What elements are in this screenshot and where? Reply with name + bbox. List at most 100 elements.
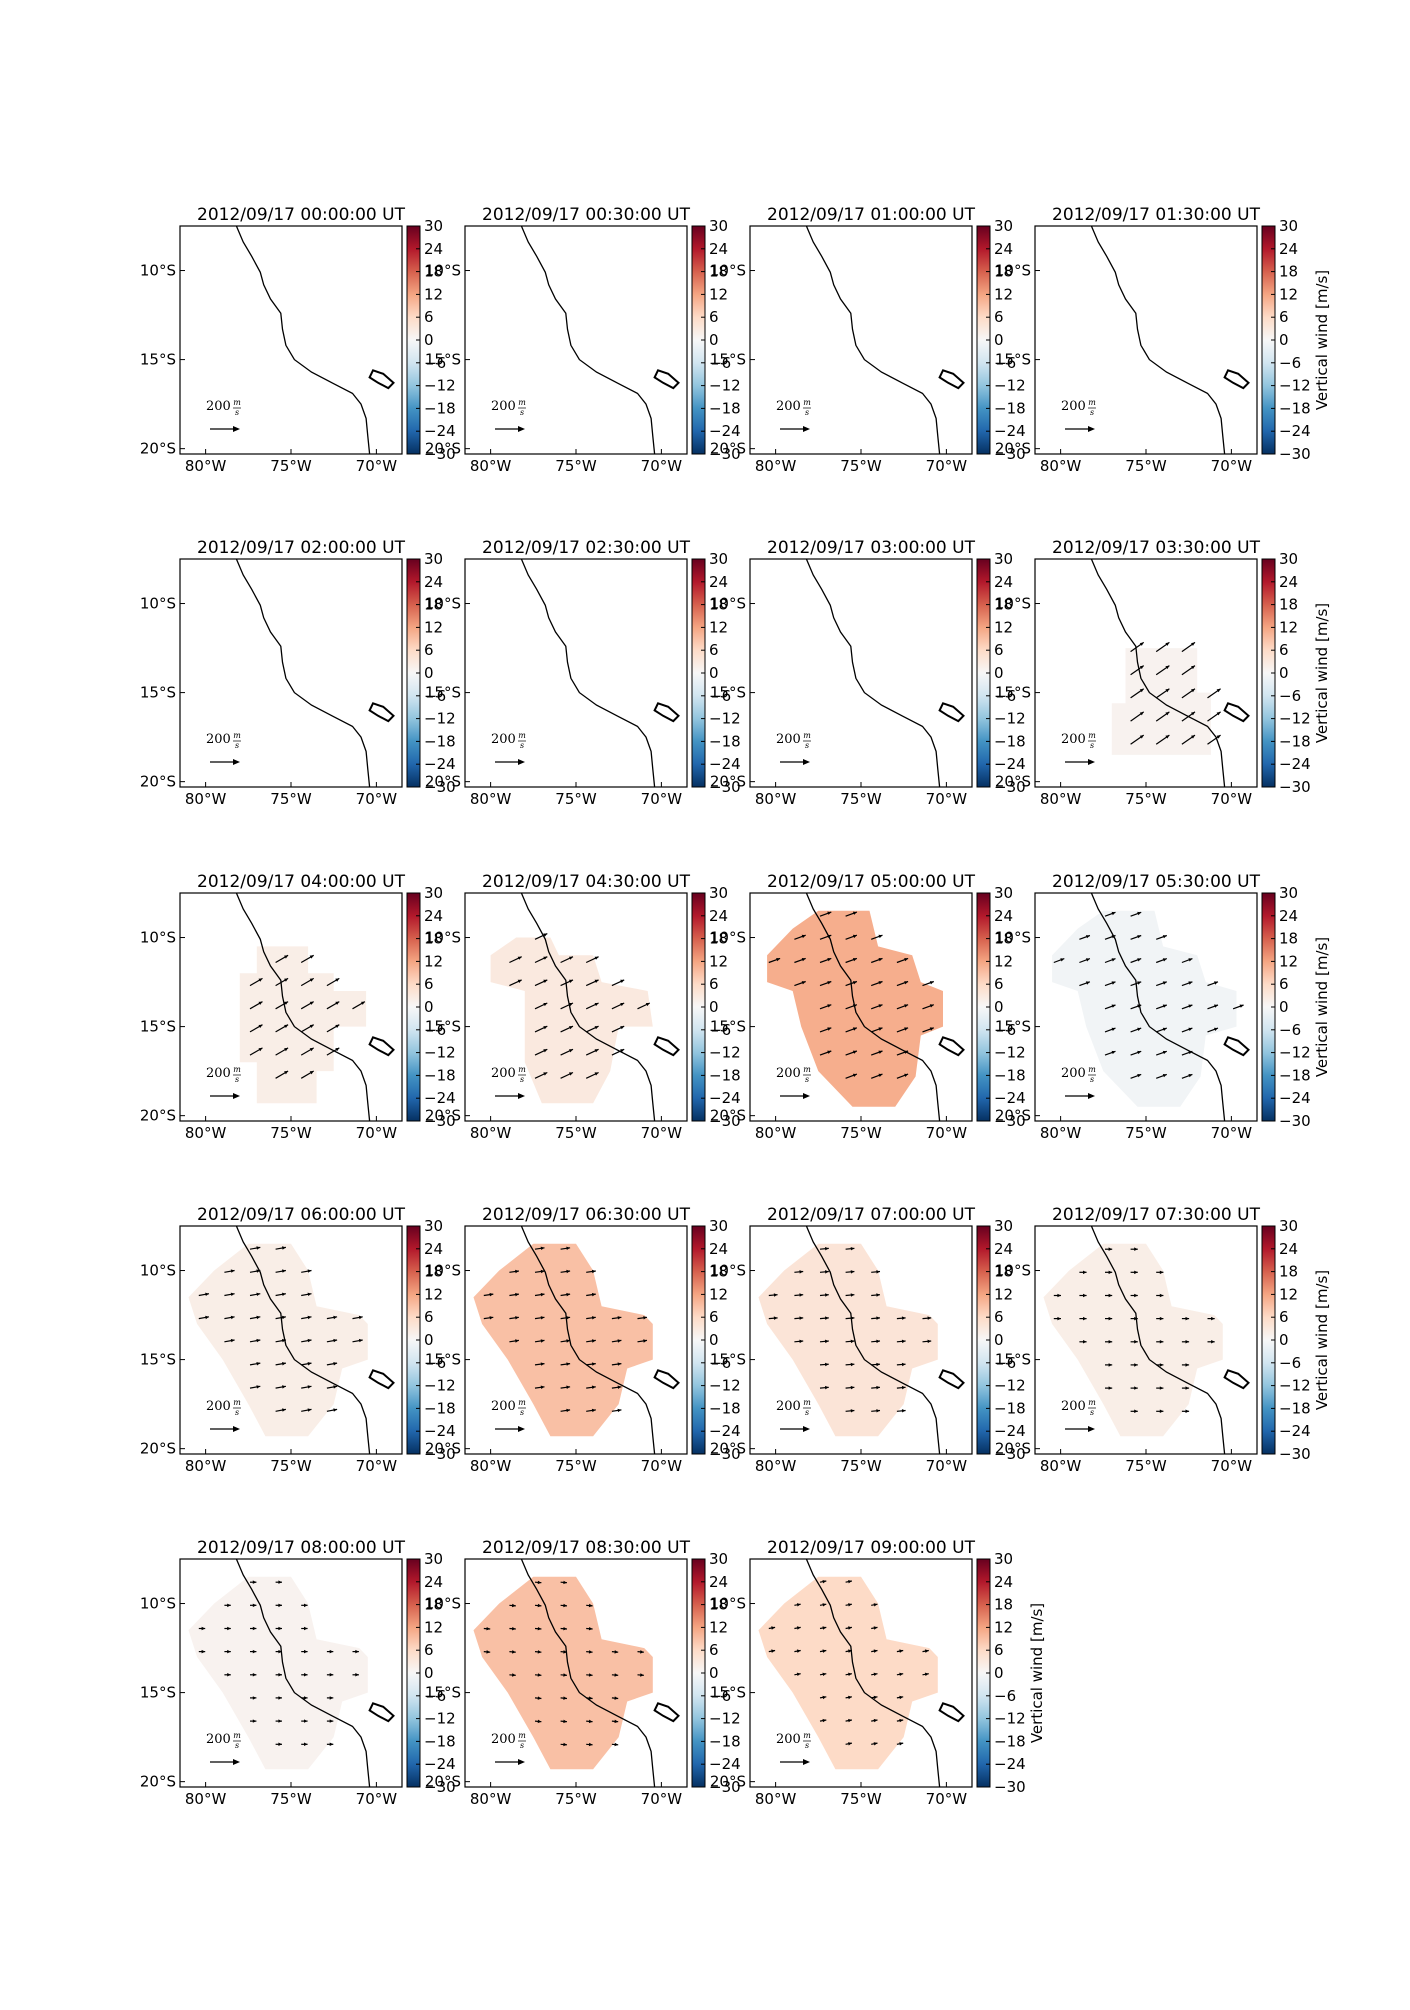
wind-arrow-head [899,1672,904,1676]
wind-arrow-head [822,1649,827,1653]
wind-arrow-head [771,1626,776,1630]
vertical-wind-field [188,1243,368,1437]
x-tick-label: 75°W [270,790,312,808]
wind-arrow-head [1159,1386,1164,1390]
colorbar-tick-label: −18 [424,1399,456,1417]
quiver-key-unit-num: m [518,1065,526,1074]
wind-arrow-head [594,1072,599,1076]
quiver-key-unit-den: s [805,1075,809,1084]
wind-arrow-head [588,1627,593,1631]
colorbar-tick-label: 12 [424,952,443,970]
colorbar-tick-label: 30 [424,217,443,235]
colorbar-tick-label: −12 [709,1377,741,1395]
lake-titicaca [653,1369,680,1390]
wind-arrow-head [594,956,599,960]
colorbar-tick-label: −6 [709,1687,731,1705]
colorbar-tick-label: −24 [994,1422,1026,1440]
colorbar-tick-label: 12 [994,285,1013,303]
y-tick-label: 20°S [995,440,1031,458]
wind-arrow-head [904,981,909,985]
quiver-key-label: 200 [1061,732,1086,747]
map-panel: 200 ms 2012/09/17 07:00:00 UT 80°W 75°W 70°W 1… [710,1205,1026,1475]
coastline [805,893,941,1121]
y-tick-label: 15°S [995,1351,1031,1369]
colorbar-tick-label: −12 [1279,377,1311,395]
colorbar-tick-label: 6 [1279,1308,1289,1326]
colorbar-tick-label: 6 [709,1308,719,1326]
wind-arrow-head [1185,1363,1190,1367]
y-tick-label: 20°S [425,1773,461,1791]
quiver-key-label: 200 [206,1399,231,1414]
wind-arrow-head [304,1696,308,1700]
colorbar-tick-label: −18 [424,399,456,417]
colorbar-tick-label: 30 [709,217,728,235]
wind-arrow-head [1139,688,1144,693]
colorbar-tick-label: 6 [709,1641,719,1659]
colorbar-tick-label: 0 [424,331,434,349]
wind-arrow-head [776,958,781,962]
wind-arrow-head [230,1315,235,1320]
x-tick-label: 80°W [755,457,797,475]
colorbar-tick-label: 12 [1279,1285,1298,1303]
map-panel: 200 ms 2012/09/17 05:30:00 UT 80°W 75°W 70°W 1… [995,872,1331,1142]
y-tick-label: 15°S [140,1684,176,1702]
wind-arrow-head [850,1247,855,1251]
colorbar-tick-label: −12 [994,710,1026,728]
wind-arrow-head [617,1385,622,1389]
quiver-key-arrow-head [803,1093,810,1099]
wind-arrow-head [878,1050,883,1054]
y-tick-label: 20°S [140,773,176,791]
panel-title: 2012/09/17 07:00:00 UT [767,1205,976,1225]
wind-arrow-head [284,955,289,959]
wind-arrow-head [333,1362,338,1366]
colorbar-tick-label: 6 [994,975,1004,993]
quiver-key-unit-num: m [803,1065,811,1074]
coastline [1090,559,1226,787]
colorbar-tick-label: −12 [1279,1044,1311,1062]
colorbar-tick-label: 6 [994,308,1004,326]
wind-arrow-head [335,1024,340,1028]
y-tick-label: 10°S [140,262,176,280]
panel-title: 2012/09/17 04:00:00 UT [197,872,406,892]
colorbar-tick-label: 0 [709,664,719,682]
colorbar-tick-label: 12 [709,285,728,303]
colorbar-tick-label: −6 [709,354,731,372]
x-tick-label: 75°W [555,457,597,475]
wind-arrow-head [901,1409,906,1413]
quiver-key-label: 200 [776,1066,801,1081]
wind-arrow-head [1239,1004,1244,1008]
quiver-key-arrow-head [518,1759,525,1765]
wind-arrow-head [822,1672,827,1676]
coastline [235,893,371,1121]
wind-arrow-head [230,1292,235,1296]
wind-arrow-head [796,1672,801,1676]
y-tick-label: 20°S [995,773,1031,791]
quiver-key-arrow-head [518,1426,525,1432]
quiver-key-unit-num: m [518,1731,526,1740]
x-tick-label: 70°W [926,1457,968,1475]
wind-arrow-head [801,958,806,962]
axes-frame [464,225,688,455]
wind-arrow-head [517,956,522,960]
wind-arrow-head [563,1719,567,1724]
wind-arrow-head [258,978,263,982]
wind-arrow-head [227,1603,231,1608]
colorbar-tick-label: −24 [1279,1422,1311,1440]
x-tick-label: 80°W [470,790,512,808]
wind-arrow-head [822,1718,827,1723]
colorbar-tick-label: 6 [709,641,719,659]
quiver-key-label: 200 [776,732,801,747]
colorbar-tick-label: −30 [424,778,456,796]
y-tick-label: 10°S [710,595,746,613]
wind-arrow-head [1111,958,1116,962]
colorbar-tick-label: 6 [424,1641,434,1659]
y-tick-label: 15°S [710,684,746,702]
wind-arrow-head [1159,1363,1164,1367]
x-tick-label: 75°W [270,457,312,475]
wind-arrow-head [569,979,573,983]
coastline [520,1226,656,1454]
colorbar-tick-label: −6 [709,687,731,705]
colorbar-tick-label: −24 [994,1089,1026,1107]
axes-frame [1034,225,1258,455]
wind-arrow-head [852,1004,857,1008]
